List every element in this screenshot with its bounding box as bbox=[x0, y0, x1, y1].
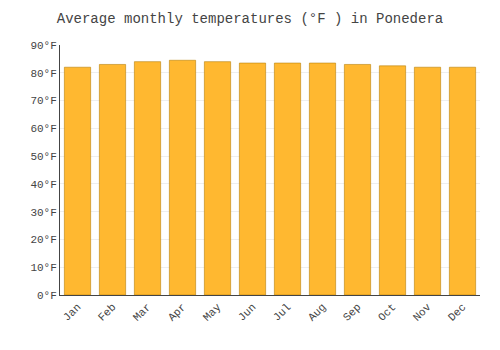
svg-text:10°F: 10°F bbox=[30, 262, 56, 274]
svg-text:Average monthly temperatures (: Average monthly temperatures (°F ) in Po… bbox=[57, 11, 443, 27]
svg-text:Jul: Jul bbox=[271, 301, 293, 323]
svg-text:Jan: Jan bbox=[61, 301, 83, 323]
svg-text:Jun: Jun bbox=[236, 301, 258, 323]
svg-text:70°F: 70°F bbox=[30, 95, 56, 107]
svg-text:30°F: 30°F bbox=[30, 207, 56, 219]
svg-text:80°F: 80°F bbox=[30, 68, 56, 80]
svg-text:Aug: Aug bbox=[306, 301, 328, 323]
svg-text:Nov: Nov bbox=[411, 301, 434, 324]
svg-text:40°F: 40°F bbox=[30, 179, 56, 191]
svg-text:Oct: Oct bbox=[376, 301, 398, 323]
svg-text:May: May bbox=[201, 301, 224, 324]
svg-text:50°F: 50°F bbox=[30, 151, 56, 163]
svg-text:60°F: 60°F bbox=[30, 123, 56, 135]
svg-text:Sep: Sep bbox=[341, 301, 363, 323]
svg-text:0°F: 0°F bbox=[37, 290, 57, 302]
svg-text:Mar: Mar bbox=[131, 301, 153, 323]
svg-text:Feb: Feb bbox=[96, 301, 118, 323]
svg-text:20°F: 20°F bbox=[30, 234, 56, 246]
svg-text:Apr: Apr bbox=[166, 301, 188, 323]
svg-text:90°F: 90°F bbox=[30, 40, 56, 52]
svg-text:Dec: Dec bbox=[446, 301, 468, 323]
